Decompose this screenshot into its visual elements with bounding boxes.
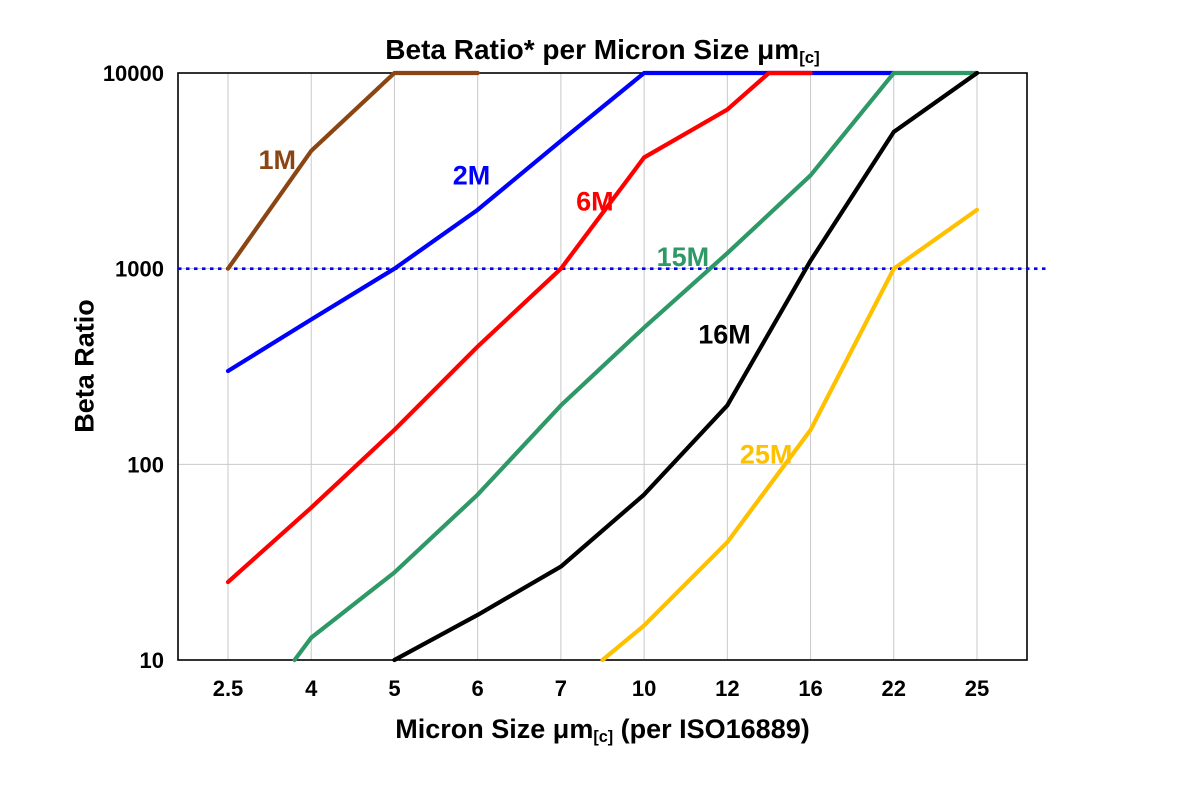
x-axis-label-suffix: (per ISO16889) (613, 714, 810, 744)
x-tick-label: 2.5 (213, 676, 244, 701)
x-tick-label: 4 (305, 676, 318, 701)
chart-title-mu: μm (757, 34, 800, 65)
chart-title-text: Beta Ratio* per Micron Size (385, 34, 758, 65)
x-axis-label: Micron Size μm[c] (per ISO16889) (178, 714, 1027, 747)
series-line-15M (292, 70, 980, 663)
series-label-6M: 6M (576, 187, 614, 217)
x-axis-label-mu: μm (552, 714, 594, 744)
chart-title: Beta Ratio* per Micron Size μm[c] (178, 34, 1027, 68)
x-tick-label: 10 (632, 676, 656, 701)
series-label-15M: 15M (657, 242, 710, 272)
x-tick-label: 12 (715, 676, 739, 701)
series-label-1M: 1M (259, 145, 297, 175)
series-label-25M: 25M (740, 440, 793, 470)
x-tick-label: 25 (965, 676, 989, 701)
series-line-16M (392, 70, 980, 663)
y-tick-label: 10 (140, 648, 164, 673)
series-line-1M (225, 70, 480, 271)
y-tick-label: 1000 (115, 257, 164, 282)
series-line-6M (225, 70, 813, 585)
series-line-25M (600, 207, 980, 663)
x-tick-label: 6 (472, 676, 484, 701)
x-tick-label: 16 (798, 676, 822, 701)
chart-title-subscript: [c] (799, 48, 820, 68)
series-label-2M: 2M (453, 160, 491, 190)
x-tick-label: 22 (882, 676, 906, 701)
x-tick-label: 7 (555, 676, 567, 701)
x-axis-label-text: Micron Size (395, 714, 553, 744)
series-label-16M: 16M (698, 320, 751, 350)
y-tick-label: 100 (127, 452, 164, 477)
x-tick-label: 5 (388, 676, 400, 701)
x-axis-label-subscript: [c] (593, 728, 614, 747)
y-tick-label: 10000 (103, 61, 164, 86)
series-line-2M (225, 70, 896, 374)
